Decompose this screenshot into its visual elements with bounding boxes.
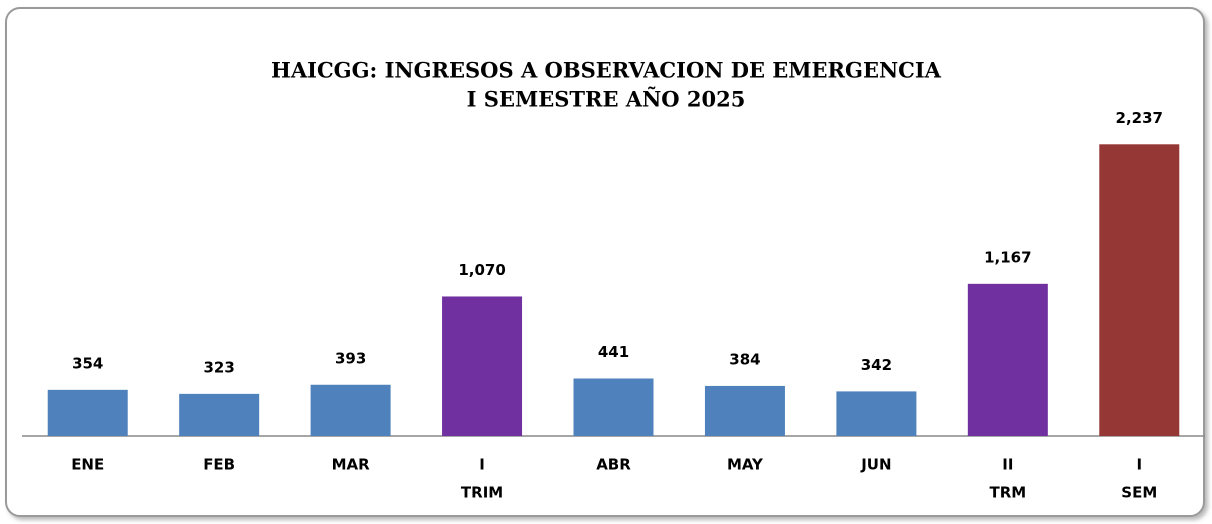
- bar: [442, 296, 523, 436]
- bar: [967, 283, 1048, 436]
- data-label: 342: [861, 356, 892, 374]
- x-tick-label: MAR: [332, 456, 371, 474]
- x-tick-label: TRIM: [461, 484, 503, 502]
- x-tick-label: FEB: [203, 456, 235, 474]
- data-label: 441: [598, 343, 629, 361]
- bar: [704, 385, 785, 436]
- data-label: 1,167: [984, 248, 1031, 266]
- x-tick-label: ENE: [71, 456, 104, 474]
- x-tick-label: I: [1136, 456, 1142, 474]
- x-tick-label: ABR: [596, 456, 631, 474]
- data-label: 384: [729, 350, 760, 368]
- x-tick-label: SEM: [1121, 484, 1157, 502]
- data-label: 354: [72, 354, 103, 372]
- data-label: 393: [335, 349, 366, 367]
- x-tick-label: TRM: [989, 484, 1026, 502]
- bar: [179, 393, 260, 436]
- x-tick-label: I: [479, 456, 485, 474]
- x-tick-label: II: [1002, 456, 1013, 474]
- bar: [310, 384, 391, 436]
- chart-title: HAICGG: INGRESOS A OBSERVACION DE EMERGE…: [271, 58, 942, 83]
- data-label: 1,070: [458, 261, 505, 279]
- x-tick-label: MAY: [727, 456, 764, 474]
- bar: [836, 391, 917, 436]
- bar: [1099, 144, 1180, 436]
- bar: [47, 389, 128, 436]
- chart-subtitle: I SEMESTRE AÑO 2025: [467, 87, 746, 112]
- data-label: 323: [204, 358, 235, 376]
- data-label: 2,237: [1116, 109, 1163, 127]
- bar: [573, 378, 654, 436]
- chart-frame: [5, 7, 1205, 517]
- x-tick-label: JUN: [860, 456, 891, 474]
